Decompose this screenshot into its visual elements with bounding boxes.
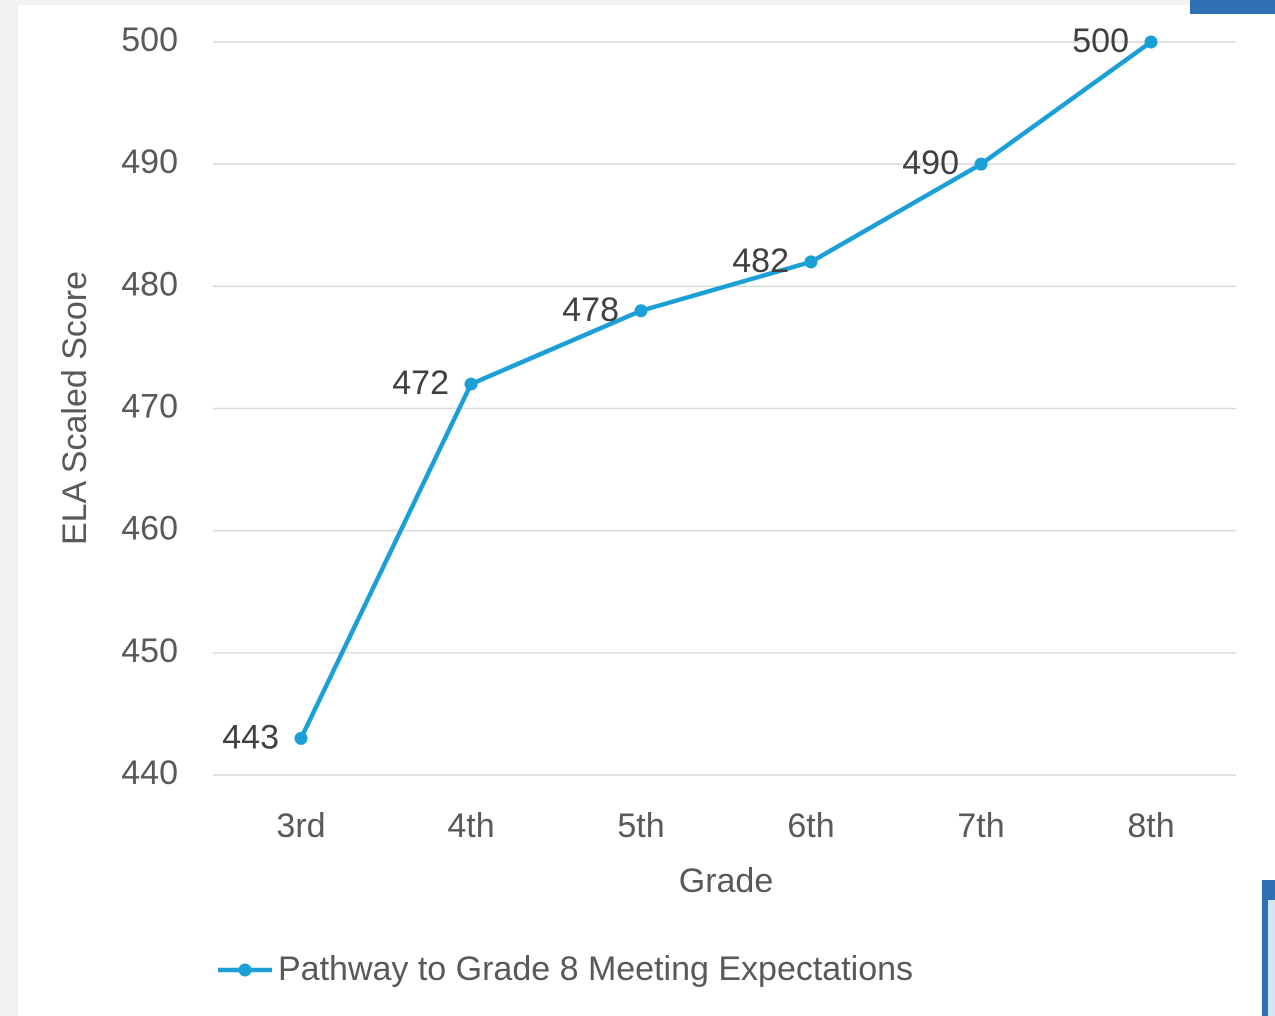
x-tick-label: 7th [957, 807, 1004, 845]
x-tick-label: 4th [447, 807, 494, 845]
x-axis-title: Grade [679, 862, 774, 900]
data-point [634, 304, 648, 318]
data-point [804, 255, 818, 269]
y-tick-label: 490 [121, 143, 178, 181]
y-tick-label: 500 [121, 21, 178, 59]
y-tick-label: 460 [121, 510, 178, 548]
data-point [974, 157, 988, 171]
x-tick-label: 5th [617, 807, 664, 845]
data-label: 482 [732, 242, 789, 280]
y-axis-title: ELA Scaled Score [56, 271, 94, 545]
data-label: 490 [902, 144, 959, 182]
frame-accent [1268, 900, 1275, 1016]
legend-label: Pathway to Grade 8 Meeting Expectations [278, 950, 913, 988]
x-tick-label: 6th [787, 807, 834, 845]
data-label: 443 [222, 718, 279, 756]
y-tick-label: 480 [121, 265, 178, 303]
data-label: 472 [392, 364, 449, 402]
frame-left [0, 0, 18, 1016]
x-tick-label: 8th [1127, 807, 1174, 845]
y-tick-label: 440 [121, 754, 178, 792]
x-tick-label: 3rd [276, 807, 325, 845]
frame-accent [1190, 0, 1275, 14]
y-tick-label: 470 [121, 387, 178, 425]
series-line [298, 40, 1153, 740]
y-tick-label: 450 [121, 632, 178, 670]
data-point [294, 731, 308, 745]
data-point [464, 377, 478, 391]
data-label: 478 [562, 291, 619, 329]
frame-top [0, 0, 1190, 5]
legend-marker [238, 963, 252, 977]
data-point [1144, 35, 1158, 49]
data-label: 500 [1072, 22, 1129, 60]
